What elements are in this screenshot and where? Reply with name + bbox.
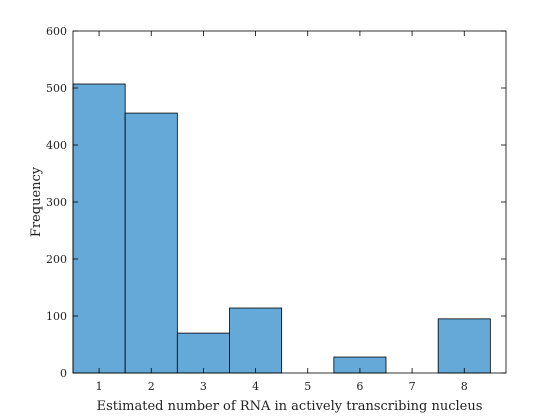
- bar-2: [124, 112, 178, 374]
- x-tick-label: 1: [96, 380, 103, 393]
- bar-4: [229, 307, 283, 374]
- x-tick-label: 3: [200, 380, 207, 393]
- y-tick-label: 300: [46, 196, 67, 209]
- ticks-group: 1 2 3 4 5 6 7 8 0 100 200 300 400 500 600: [46, 25, 506, 393]
- y-tick-label: 0: [60, 367, 67, 380]
- bar-1: [72, 83, 126, 374]
- y-axis-label: Frequency: [29, 166, 44, 237]
- x-tick-label: 8: [461, 380, 468, 393]
- x-tick-label: 4: [252, 380, 259, 393]
- y-tick-label: 400: [46, 139, 67, 152]
- y-tick-label: 100: [46, 310, 67, 323]
- y-tick-label: 500: [46, 82, 67, 95]
- bar-8: [437, 318, 491, 374]
- x-axis-label: Estimated number of RNA in actively tran…: [97, 399, 483, 414]
- x-tick-label: 6: [356, 380, 363, 393]
- x-tick-label: 5: [304, 380, 311, 393]
- bars-group: [72, 83, 491, 374]
- x-tick-label: 7: [409, 380, 416, 393]
- y-tick-label: 200: [46, 253, 67, 266]
- bar-3: [176, 332, 230, 374]
- y-tick-label: 600: [46, 25, 67, 38]
- x-tick-label: 2: [148, 380, 155, 393]
